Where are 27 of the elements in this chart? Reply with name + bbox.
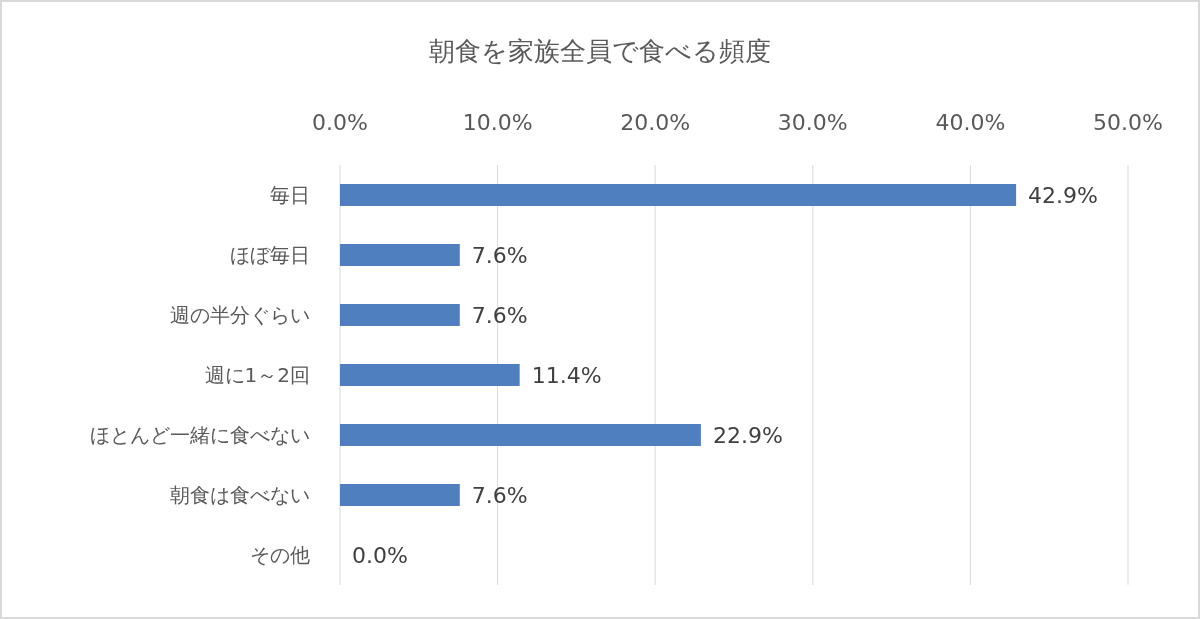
y-tick-label: 週の半分ぐらい <box>170 303 310 327</box>
y-tick-label: 朝食は食べない <box>170 483 310 507</box>
x-tick-label: 50.0% <box>1093 110 1163 135</box>
x-tick-label: 0.0% <box>312 110 368 135</box>
bar <box>340 184 1017 206</box>
data-label: 42.9% <box>1028 183 1098 208</box>
data-label: 7.6% <box>471 303 528 328</box>
data-label: 22.9% <box>712 423 783 448</box>
bar <box>340 424 701 446</box>
x-tick-label: 40.0% <box>935 110 1006 135</box>
y-tick-label: ほぼ毎日 <box>230 243 310 267</box>
data-label: 7.6% <box>471 243 528 268</box>
x-tick-label: 20.0% <box>620 110 691 135</box>
x-tick-label: 30.0% <box>777 110 848 135</box>
bar <box>340 304 460 326</box>
data-label: 11.4% <box>531 363 602 388</box>
bar <box>340 244 460 266</box>
y-tick-label: その他 <box>250 543 310 567</box>
data-label: 7.6% <box>471 483 528 508</box>
x-tick-label: 10.0% <box>462 110 533 135</box>
y-tick-label: 週に1～2回 <box>204 363 310 387</box>
y-tick-label: 毎日 <box>270 183 310 207</box>
bar <box>340 484 460 506</box>
bar <box>340 364 520 386</box>
data-label: 0.0% <box>352 543 408 568</box>
y-tick-label: ほとんど一緒に食べない <box>90 423 310 447</box>
chart-title: 朝食を家族全員で食べる頻度 <box>429 36 771 66</box>
